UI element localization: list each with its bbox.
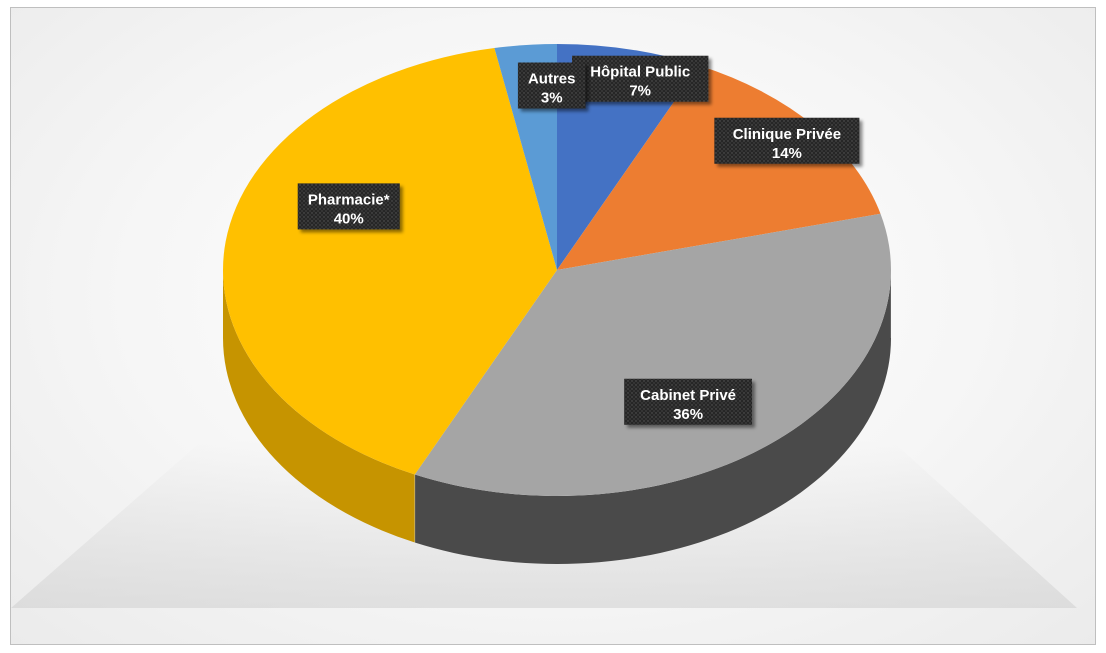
label-category: Autres — [528, 71, 576, 88]
data-label-cabinet-prive: Cabinet Privé 36% — [624, 378, 752, 425]
label-percent: 7% — [629, 83, 651, 100]
data-label-pharmacie: Pharmacie* 40% — [297, 183, 400, 230]
pie-chart: Hôpital Public 7% Clinique Privée 14% Cabine… — [11, 44, 1077, 608]
pie-tops — [223, 44, 891, 496]
label-texture — [714, 117, 860, 164]
label-texture — [517, 62, 586, 109]
label-texture — [572, 55, 709, 102]
data-label-clinique-privee: Clinique Privée 14% — [714, 117, 860, 164]
slice-cabinet-prive — [414, 213, 891, 496]
label-category: Pharmacie* — [308, 191, 390, 208]
label-category: Clinique Privée — [733, 126, 841, 143]
side-cabinet-prive — [414, 270, 891, 564]
label-category: Cabinet Privé — [640, 387, 736, 404]
label-percent: 40% — [334, 210, 364, 227]
slice-clinique-privee — [557, 65, 881, 270]
slice-pharmacie — [223, 48, 557, 475]
label-percent: 14% — [772, 145, 802, 162]
label-percent: 36% — [673, 406, 703, 423]
data-labels: Hôpital Public 7% Clinique Privée 14% Cabine… — [297, 55, 860, 425]
label-texture — [297, 183, 400, 230]
label-category: Hôpital Public — [590, 64, 690, 81]
data-label-hopital-public: Hôpital Public 7% — [572, 55, 709, 102]
label-texture — [624, 378, 752, 425]
label-percent: 3% — [541, 90, 563, 107]
pie-sides — [223, 270, 892, 564]
chart-frame: Hôpital Public 7% Clinique Privée 14% Cabine… — [10, 7, 1096, 645]
side-pharmacie — [223, 270, 415, 543]
data-label-autres: Autres 3% — [517, 62, 586, 109]
